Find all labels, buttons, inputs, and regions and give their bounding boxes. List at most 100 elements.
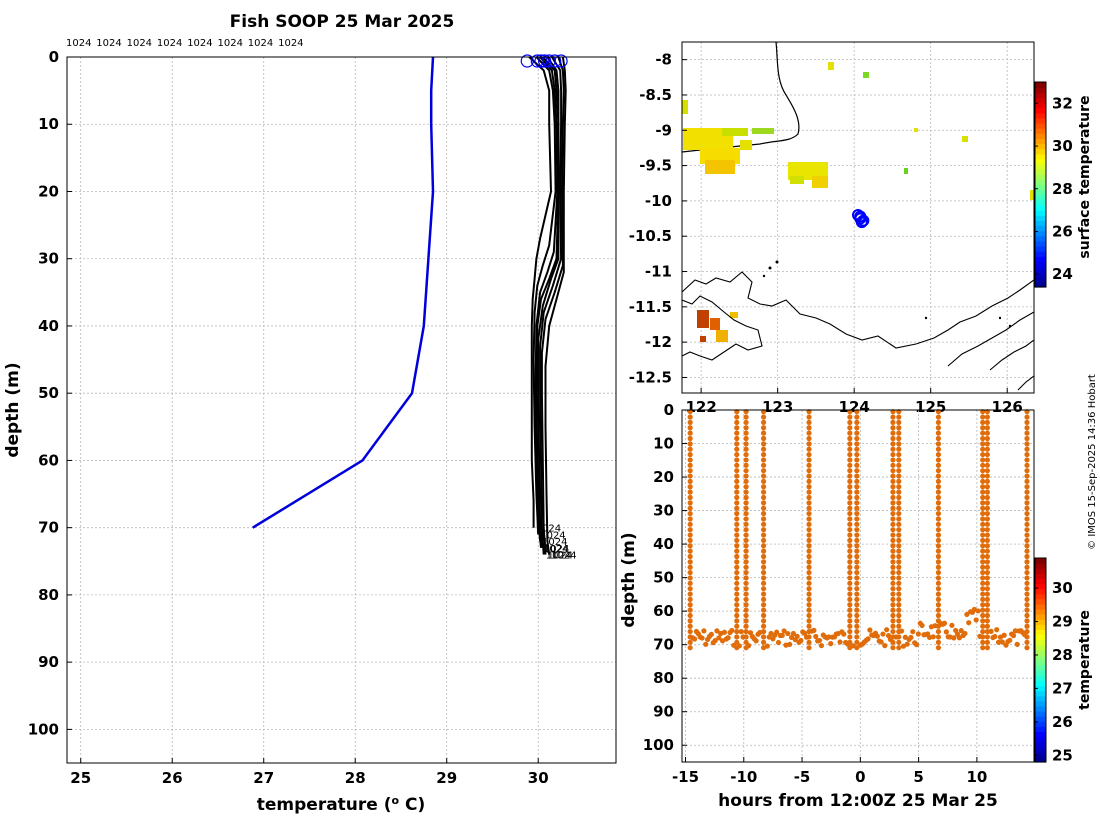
cast-point <box>980 414 986 420</box>
cast-point <box>980 586 986 592</box>
cast-point <box>847 478 853 485</box>
profile-line <box>540 56 565 555</box>
cast-point <box>687 553 693 560</box>
colorbar-segment <box>1035 123 1046 129</box>
cast-point <box>806 645 812 651</box>
cast-point <box>935 462 942 468</box>
cast-point <box>890 500 896 506</box>
cast-point <box>984 419 990 426</box>
cast-point <box>760 494 767 501</box>
time-depth-colorbar-label: temperature <box>1077 610 1093 710</box>
cast-point <box>1024 425 1030 431</box>
cast-point <box>847 430 853 436</box>
cast-point <box>896 484 902 490</box>
cast-point <box>1024 451 1030 458</box>
cast-point <box>984 586 990 592</box>
cast-point <box>935 639 942 645</box>
cast-point <box>1024 569 1030 576</box>
track-point <box>747 630 754 636</box>
cast-point <box>734 435 740 442</box>
cast-point <box>980 564 986 570</box>
cast-point <box>984 537 990 544</box>
cast-point <box>806 559 812 565</box>
colorbar-segment <box>1035 266 1046 273</box>
cast-point <box>687 634 693 640</box>
cast-point <box>854 612 860 619</box>
cast-point <box>806 602 812 608</box>
cast-point <box>854 505 860 511</box>
colorbar-segment <box>1035 112 1046 119</box>
track-point <box>828 641 834 647</box>
cast-point <box>734 634 740 640</box>
cast-point <box>980 618 986 624</box>
cast-point <box>734 419 740 426</box>
cast-point <box>760 430 767 436</box>
cast-point <box>984 602 990 608</box>
cast-point <box>890 473 896 479</box>
cast-point <box>734 478 740 485</box>
cast-point <box>984 612 990 619</box>
cast-point <box>734 510 740 517</box>
cast-point <box>935 548 942 554</box>
cast-point <box>760 553 767 560</box>
time-depth-y-tick-label: 40 <box>653 535 674 553</box>
map-x-tick-label: 126 <box>992 398 1023 416</box>
cast-point <box>980 489 986 495</box>
cast-point <box>984 430 990 436</box>
cast-point <box>980 639 986 645</box>
cast-point <box>687 607 693 613</box>
island <box>762 274 766 278</box>
cast-point <box>854 516 860 522</box>
cast-point <box>847 516 853 522</box>
colorbar-segment <box>1035 695 1046 702</box>
colorbar-segment <box>1035 271 1046 278</box>
profile-x-tick-label: 28 <box>345 769 366 787</box>
track-point <box>699 635 705 641</box>
cast-point <box>687 618 693 624</box>
cast-point <box>743 521 749 527</box>
cast-point <box>760 564 767 570</box>
cast-point <box>890 414 896 420</box>
cast-point <box>854 586 860 592</box>
track-point <box>999 639 1005 645</box>
cast-point <box>743 473 749 479</box>
cast-point <box>760 473 767 479</box>
island <box>1008 324 1012 328</box>
track-point <box>880 631 886 637</box>
colorbar-segment <box>1035 741 1046 748</box>
cast-point <box>806 580 812 586</box>
cast-point <box>935 527 942 533</box>
colorbar-segment <box>1035 199 1046 206</box>
cast-point <box>687 628 693 635</box>
colorbar-segment <box>1035 281 1046 288</box>
cast-point <box>854 473 860 479</box>
cast-point <box>734 596 740 603</box>
track-point <box>774 629 780 635</box>
cast-point <box>935 607 942 613</box>
cast-point <box>854 602 860 608</box>
track-point <box>867 627 873 633</box>
time-depth-x-tick-label: -15 <box>672 768 699 786</box>
cast-point <box>854 569 860 576</box>
cast-point <box>687 462 693 468</box>
track-point <box>874 633 880 639</box>
cast-point <box>743 425 749 431</box>
cast-point <box>847 639 853 645</box>
profile-x-axis-label: temperature (o C) <box>257 794 426 816</box>
track-point <box>951 635 957 641</box>
cast-point <box>854 591 860 597</box>
cast-point <box>1024 457 1030 463</box>
cast-point <box>847 425 853 431</box>
cast-point <box>734 521 740 527</box>
time-depth-y-tick-label: 0 <box>664 401 674 419</box>
sst-patch <box>682 100 688 114</box>
cast-point <box>890 564 896 570</box>
cast-point <box>1024 510 1030 517</box>
cast-point <box>935 537 942 544</box>
cast-point <box>806 639 812 645</box>
track-point <box>913 642 920 648</box>
cast-point <box>1024 548 1030 554</box>
cast-point <box>806 543 812 549</box>
cast-point <box>1024 435 1030 442</box>
cast-point <box>734 473 740 479</box>
